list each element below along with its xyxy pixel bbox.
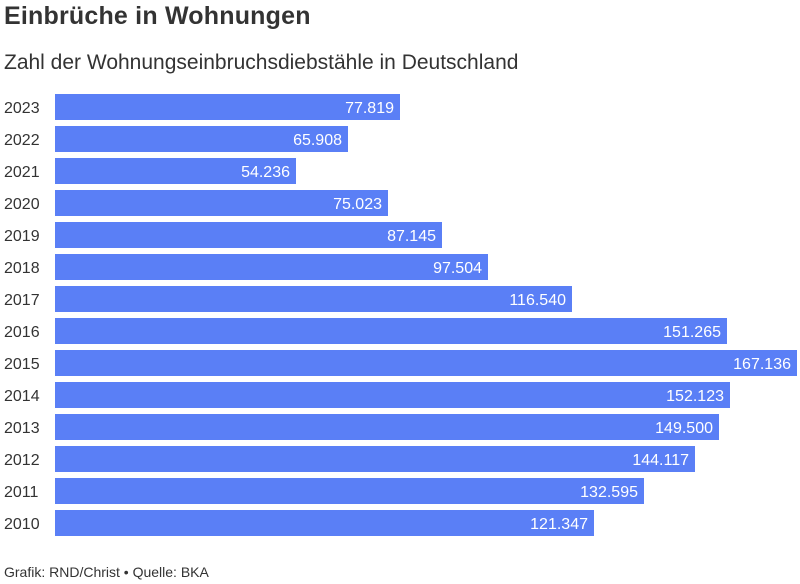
bar-2020 [55,190,388,216]
bar-2016 [55,318,727,344]
value-label-2023: 77.819 [345,100,394,117]
bar-2010 [55,510,594,536]
value-label-2016: 151.265 [663,324,721,341]
category-label-2015: 2015 [4,356,40,373]
category-label-2022: 2022 [4,132,40,149]
value-label-2021: 54.236 [241,164,290,181]
chart-subtitle: Zahl der Wohnungseinbruchsdiebstähle in … [4,51,519,74]
value-label-2022: 65.908 [293,132,342,149]
category-label-2019: 2019 [4,228,40,245]
value-label-2012: 144.117 [632,452,689,469]
category-label-2018: 2018 [4,260,40,277]
bar-2012 [55,446,695,472]
category-label-2013: 2013 [4,420,40,437]
value-label-2019: 87.145 [387,228,436,245]
bar-2017 [55,286,572,312]
value-label-2014: 152.123 [666,388,724,405]
category-label-2012: 2012 [4,452,40,469]
bar-2021 [55,158,296,184]
value-label-2010: 121.347 [530,516,588,533]
bar-2013 [55,414,719,440]
category-label-2011: 2011 [4,484,39,501]
category-label-2021: 2021 [4,164,40,181]
bar-2015 [55,350,797,376]
value-label-2015: 167.136 [733,356,791,373]
value-label-2020: 75.023 [333,196,382,213]
bar-2019 [55,222,442,248]
value-label-2017: 116.540 [509,292,566,309]
value-label-2011: 132.595 [580,484,638,501]
category-label-2020: 2020 [4,196,40,213]
bar-chart: 2023 77.819 2022 65.908 2021 54.236 2020 75.023… [4,94,797,536]
bar-2022 [55,126,348,152]
bar-2023 [55,94,400,120]
category-label-2010: 2010 [4,516,40,533]
value-label-2018: 97.504 [433,260,482,277]
value-label-2013: 149.500 [655,420,713,437]
source-footer: Grafik: RND/Christ • Quelle: BKA [4,564,209,580]
bar-2014 [55,382,730,408]
category-label-2016: 2016 [4,324,40,341]
chart-title: Einbrüche in Wohnungen [4,2,311,30]
category-label-2023: 2023 [4,100,40,117]
bar-2011 [55,478,644,504]
category-label-2014: 2014 [4,388,40,405]
bar-2018 [55,254,488,280]
category-label-2017: 2017 [4,292,40,309]
